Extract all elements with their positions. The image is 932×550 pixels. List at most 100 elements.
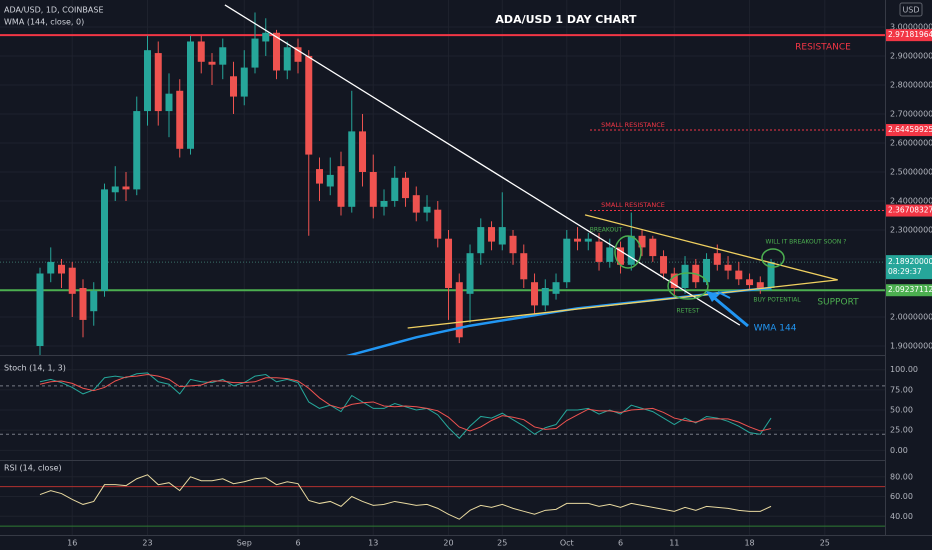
stoch-tick-label: 100.00 [890, 365, 918, 374]
stoch-tick-label: 0.00 [890, 446, 908, 455]
annotation: SUPPORT [817, 298, 859, 308]
price-badge [886, 284, 932, 297]
stoch-line [39, 372, 772, 439]
price-badge [886, 124, 932, 137]
currency-label: USD [902, 6, 919, 15]
arrow-head [706, 291, 720, 302]
candle-body [79, 288, 87, 320]
price-badge [886, 29, 932, 42]
x-tick-label: 13 [368, 539, 378, 548]
candle-body [670, 273, 678, 289]
candle-body [574, 238, 582, 242]
rsi-label: RSI (14, close) [4, 464, 62, 473]
candle-body [584, 238, 592, 242]
candle-body [219, 47, 227, 65]
candle-body [563, 238, 571, 283]
x-tick-label: 25 [820, 539, 830, 548]
candle-body [746, 279, 754, 286]
candle-body [649, 238, 657, 257]
highlight-circle [614, 235, 642, 269]
stoch-tick-label: 50.00 [890, 406, 913, 415]
candle-body [756, 282, 764, 289]
highlight-circle [667, 272, 709, 300]
candle-body [445, 238, 453, 289]
candle-body [412, 195, 420, 213]
candle-body [208, 61, 216, 65]
stoch-line [39, 374, 772, 432]
candle-body [36, 273, 44, 347]
annotation: RETEST [677, 308, 700, 315]
x-tick-label: 23 [142, 539, 152, 548]
candle-body [380, 200, 388, 207]
x-tick-label: 20 [443, 539, 453, 548]
y-tick-label: 2.30000000 [890, 225, 932, 234]
candle-body [273, 32, 281, 71]
currency-badge [899, 2, 923, 17]
candle-body [423, 206, 431, 213]
candle-body [326, 174, 334, 187]
annotation: SMALL RESISTANCE [601, 121, 665, 129]
candle-body [606, 247, 614, 262]
candle-body [100, 189, 108, 291]
candle-body [369, 171, 377, 207]
candle-body [488, 227, 496, 242]
annotation: WILL IT BREAKOUT SOON ? [766, 239, 847, 246]
candle-body [660, 256, 668, 274]
trendline [584, 214, 838, 281]
countdown-label: 08:29:37 [888, 267, 922, 276]
stoch-pane [0, 356, 885, 460]
y-tick-label: 1.90000000 [890, 342, 932, 351]
y-tick-label: 2.80000000 [890, 80, 932, 89]
x-tick-label: 25 [497, 539, 507, 548]
candle-body [133, 111, 141, 190]
candle-body [283, 47, 291, 71]
annotation: BREAKOUT [590, 227, 623, 234]
y-tick-label: 2.50000000 [890, 167, 932, 176]
y-tick-label: 2.70000000 [890, 109, 932, 118]
candle-body [498, 227, 506, 245]
candle-body [90, 290, 98, 312]
candle-body [154, 53, 162, 112]
candle-body [68, 267, 76, 294]
x-tick-label: 11 [669, 539, 679, 548]
candle-body [466, 253, 474, 294]
trendline [407, 279, 838, 329]
candle-body [434, 209, 442, 239]
candle-body [735, 270, 743, 280]
x-tick-label: 6 [295, 539, 300, 548]
candle-body [230, 76, 238, 97]
candle-body [595, 241, 603, 262]
annotation: WMA 144 [754, 324, 797, 334]
candle-body [681, 264, 689, 289]
candle-body [617, 247, 625, 265]
candle-body [187, 41, 195, 149]
candle-body [348, 131, 356, 207]
rsi-tick-label: 40.00 [890, 512, 913, 521]
candle-body [531, 282, 539, 306]
y-tick-label: 2.40000000 [890, 196, 932, 205]
rsi-line [39, 474, 772, 520]
arrow [717, 291, 731, 299]
rsi-pane [0, 461, 885, 535]
overlay: RESISTANCE SMALL RESISTANCE SMALL RESISTAN… [4, 6, 859, 473]
y-tick-label: 2.60000000 [890, 138, 932, 147]
candle-body [402, 177, 410, 199]
candle-body [111, 186, 119, 193]
candle-body [767, 261, 775, 289]
y-tick-label: 3.00000000 [890, 22, 932, 31]
price-badge-label: 2.36708327 [888, 206, 932, 215]
candle-body [638, 235, 646, 248]
last-price-badge [886, 255, 932, 280]
x-tick-label: 18 [744, 539, 754, 548]
x-tick-label: Sep [237, 539, 252, 548]
trendline [224, 4, 741, 326]
candle-body [176, 90, 184, 149]
candle-body [627, 235, 635, 265]
annotation: RESISTANCE [795, 43, 851, 53]
candle-body [144, 50, 151, 112]
stoch-tick-label: 25.00 [890, 426, 913, 435]
stoch-label: Stoch (14, 1, 3) [4, 364, 66, 373]
symbol-label: ADA/USD, 1D, COINBASE [4, 6, 104, 15]
price-badge-label: 2.97181964 [888, 30, 932, 39]
candle-body [47, 261, 55, 274]
